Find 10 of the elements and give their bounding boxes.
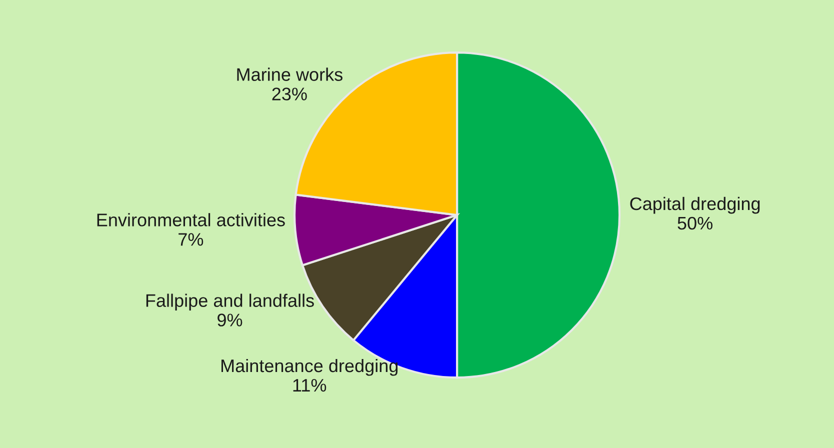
data-label: 50% <box>678 216 712 230</box>
data-label: 11% <box>293 378 326 392</box>
slice-label: Capital dredging <box>630 196 760 214</box>
slice-label: Marine works <box>237 68 342 81</box>
data-label: 7% <box>178 233 204 246</box>
data-label: 23% <box>272 88 307 100</box>
slice-label: Fallpipe and landfalls <box>146 294 314 311</box>
data-label: 9% <box>218 314 242 326</box>
slice-label: Maintenance dredging <box>222 358 398 376</box>
slice-label: Environmental activities <box>97 213 285 226</box>
